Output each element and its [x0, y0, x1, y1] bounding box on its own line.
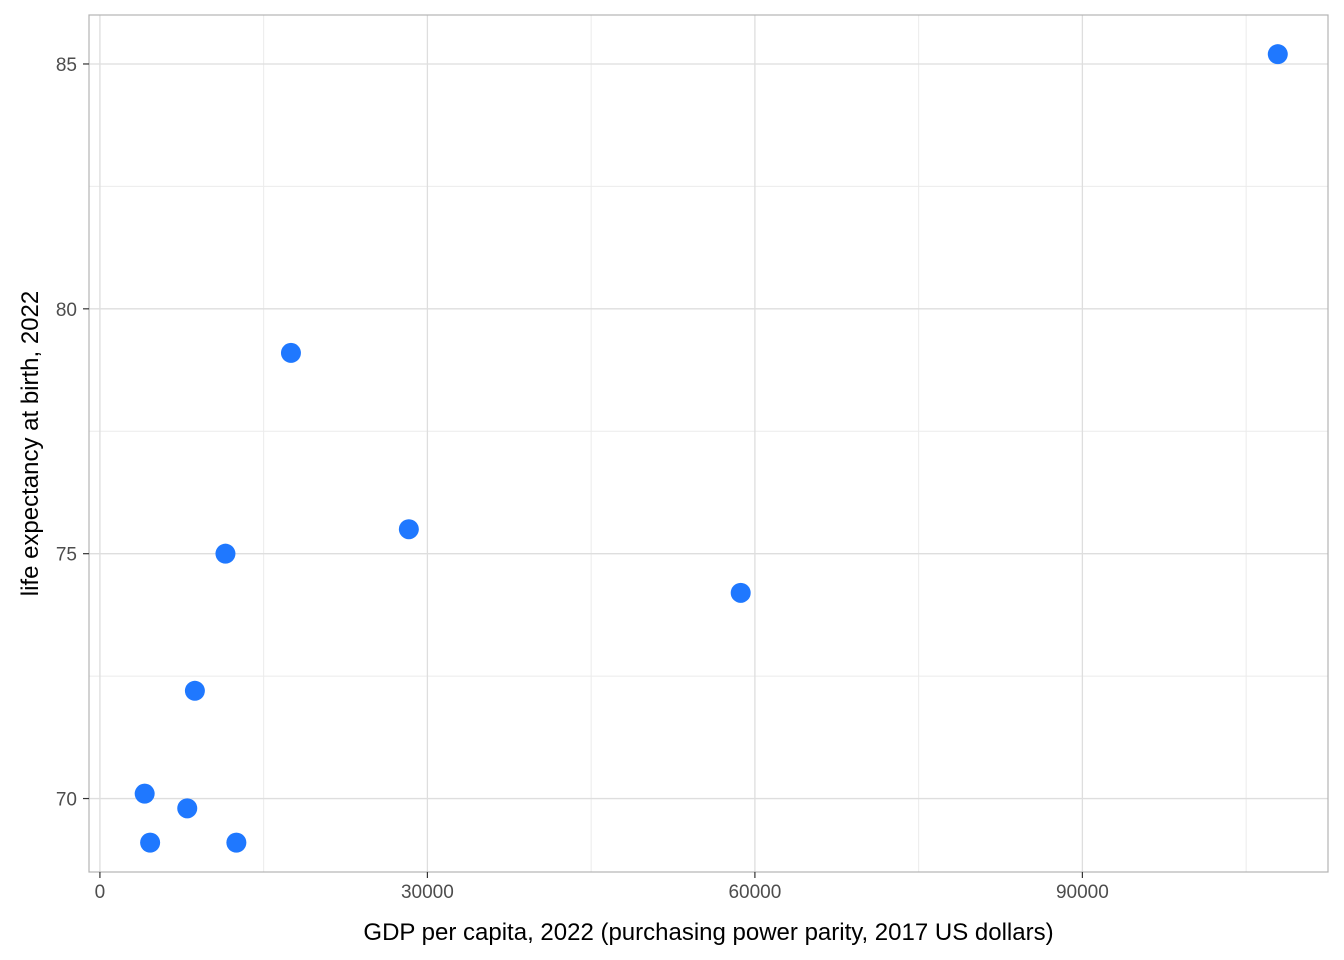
data-points	[134, 44, 1288, 853]
plot-background	[89, 15, 1328, 872]
data-point	[134, 783, 155, 804]
y-axis-ticks: 70 75 80 85	[56, 55, 89, 811]
y-tick-label: 75	[56, 545, 77, 566]
data-point	[215, 543, 236, 564]
minor-gridlines	[89, 15, 1328, 872]
x-tick-label: 0	[95, 882, 106, 903]
y-tick-label: 70	[56, 790, 77, 811]
data-point	[1267, 44, 1288, 65]
major-gridlines	[89, 15, 1328, 872]
data-point	[140, 832, 161, 853]
y-tick-label: 85	[56, 55, 77, 76]
y-axis-title: life expectancy at birth, 2022	[17, 291, 44, 597]
plot-border	[88, 14, 1329, 873]
data-point	[280, 342, 301, 363]
x-tick-label: 60000	[728, 882, 781, 903]
data-point	[184, 680, 205, 701]
y-tick-label: 80	[56, 300, 77, 321]
data-point	[226, 832, 247, 853]
data-point	[177, 798, 198, 819]
x-tick-label: 30000	[401, 882, 454, 903]
data-point	[398, 519, 419, 540]
data-point	[730, 582, 751, 603]
x-axis-title: GDP per capita, 2022 (purchasing power p…	[363, 919, 1053, 946]
x-axis-ticks: 0 30000 60000 90000	[95, 872, 1109, 903]
x-tick-label: 90000	[1056, 882, 1109, 903]
